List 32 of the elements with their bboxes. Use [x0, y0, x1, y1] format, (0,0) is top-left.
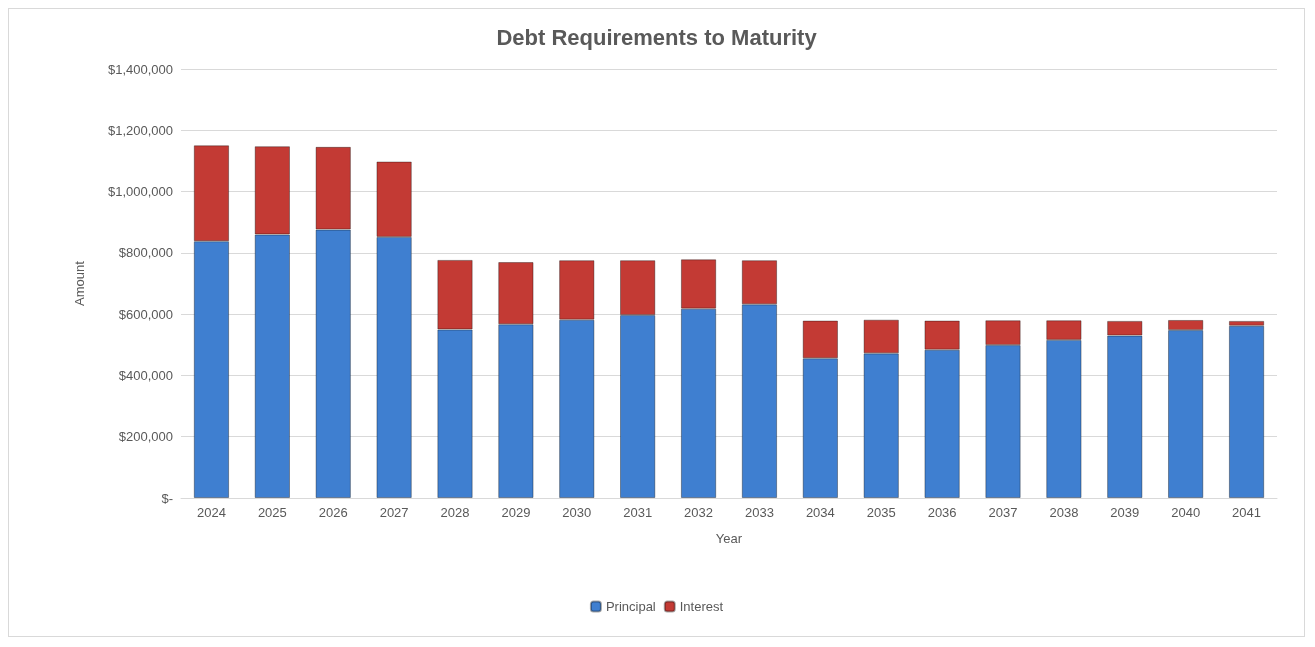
x-tick-label: 2040: [1171, 505, 1201, 520]
x-tick-label: 2033: [744, 505, 774, 520]
x-tick-label: 2039: [1110, 505, 1140, 520]
y-tick-label: $1,200,000: [107, 122, 173, 138]
chart-title: Debt Requirements to Maturity: [496, 24, 818, 50]
y-axis-title: Amount: [72, 260, 87, 306]
x-tick-label: 2038: [1049, 505, 1079, 520]
y-tick-label: $1,000,000: [107, 184, 173, 200]
x-tick-label: 2034: [805, 505, 835, 520]
x-tick-label: 2036: [927, 505, 957, 520]
y-tick-label: $600,000: [118, 306, 173, 322]
x-tick-label: 2031: [623, 505, 653, 520]
y-tick-label: $200,000: [118, 429, 173, 445]
y-tick-label: $400,000: [118, 367, 173, 383]
y-tick-label: $-: [161, 490, 173, 506]
legend-label: Interest: [679, 599, 724, 614]
x-axis-title: Year: [715, 531, 743, 546]
y-tick-label: $800,000: [118, 245, 173, 261]
y-tick-label: $1,400,000: [107, 61, 173, 77]
x-tick-label: 2028: [440, 505, 470, 520]
x-tick-label: 2029: [501, 505, 531, 520]
x-tick-label: 2025: [257, 505, 287, 520]
legend-label: Principal: [605, 599, 656, 614]
x-tick-label: 2026: [318, 505, 348, 520]
x-tick-label: 2027: [379, 505, 409, 520]
x-tick-label: 2041: [1232, 505, 1262, 520]
x-tick-label: 2035: [866, 505, 896, 520]
x-tick-label: 2032: [684, 505, 714, 520]
bar: [1228, 325, 1265, 498]
x-tick-label: 2030: [562, 505, 592, 520]
x-tick-label: 2024: [196, 505, 226, 520]
x-tick-label: 2037: [988, 505, 1018, 520]
